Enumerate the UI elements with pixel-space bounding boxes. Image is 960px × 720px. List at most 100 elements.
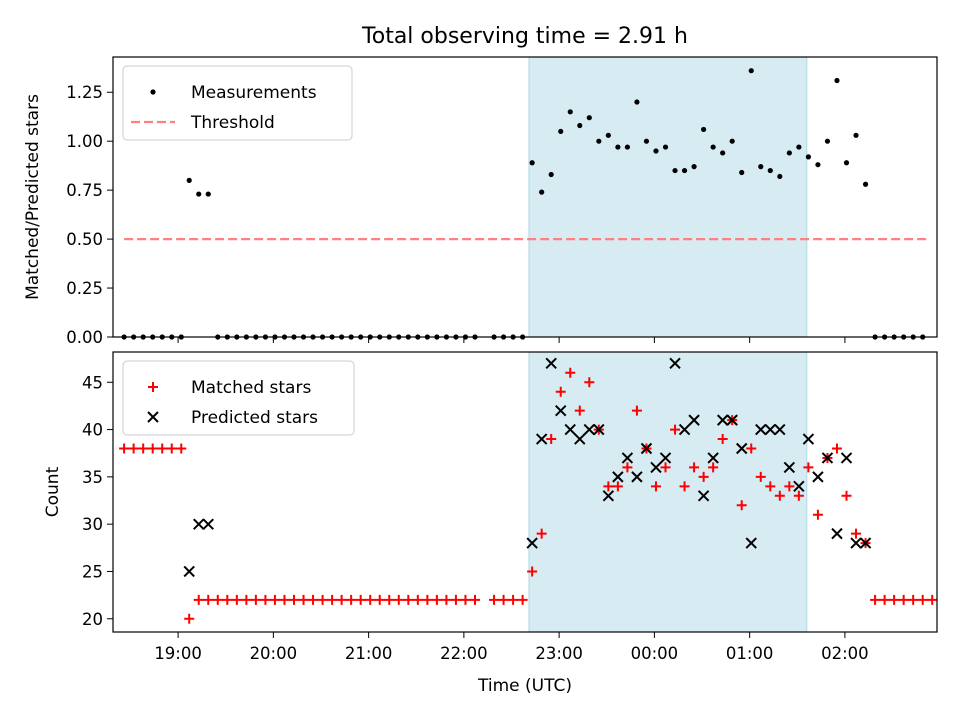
data-point bbox=[147, 443, 158, 454]
data-point bbox=[650, 461, 662, 474]
data-point bbox=[755, 471, 766, 482]
data-point bbox=[764, 423, 777, 436]
data-point bbox=[624, 144, 631, 150]
data-point bbox=[622, 462, 633, 473]
legend-label: Predicted stars bbox=[191, 408, 318, 428]
series-predicted-stars bbox=[183, 357, 872, 578]
x-tick-label: 21:00 bbox=[345, 644, 393, 663]
x-axis-label: Time (UTC) bbox=[477, 676, 572, 696]
data-point bbox=[298, 594, 309, 605]
data-point bbox=[669, 357, 681, 370]
y-tick-label: 35 bbox=[82, 468, 103, 487]
data-point bbox=[793, 480, 805, 493]
data-point bbox=[489, 594, 500, 605]
data-point bbox=[539, 189, 545, 195]
data-point bbox=[736, 442, 748, 455]
data-point bbox=[212, 594, 223, 605]
data-point bbox=[574, 433, 586, 445]
data-point bbox=[186, 177, 192, 183]
data-point bbox=[469, 594, 480, 605]
data-point bbox=[679, 481, 690, 492]
data-point bbox=[583, 423, 596, 436]
data-point bbox=[176, 443, 187, 454]
data-point bbox=[681, 167, 688, 174]
x-tick-label: 01:00 bbox=[726, 644, 774, 663]
data-point bbox=[612, 471, 624, 483]
y-tick-label: 1.00 bbox=[66, 132, 103, 151]
data-point bbox=[205, 191, 211, 197]
data-point bbox=[707, 452, 719, 464]
data-point bbox=[412, 594, 423, 605]
data-point bbox=[803, 462, 814, 473]
data-point bbox=[574, 405, 585, 416]
data-point bbox=[241, 594, 252, 605]
data-point bbox=[422, 594, 433, 605]
x-tick-label: 23:00 bbox=[535, 644, 583, 663]
data-point bbox=[697, 490, 710, 502]
top-panel-matched-predicted-ratio: 0.00 0.25 0.50 0.75 1.00 1.25 Matched/Predicte… bbox=[23, 56, 938, 347]
data-point bbox=[183, 565, 195, 578]
data-point bbox=[736, 500, 747, 511]
data-point bbox=[927, 594, 938, 605]
data-point bbox=[745, 537, 757, 549]
y-tick-label: 40 bbox=[82, 421, 103, 440]
observing-window-shade bbox=[528, 57, 807, 337]
y-tick-label: 25 bbox=[82, 562, 103, 581]
data-point bbox=[603, 481, 614, 492]
data-point bbox=[602, 490, 615, 502]
data-point bbox=[840, 452, 853, 464]
data-point bbox=[917, 594, 928, 605]
data-point bbox=[450, 594, 461, 605]
data-point bbox=[327, 594, 338, 605]
data-point bbox=[701, 126, 707, 133]
data-point bbox=[698, 471, 709, 482]
data-point bbox=[843, 160, 850, 166]
data-point bbox=[708, 462, 719, 473]
data-point bbox=[615, 144, 621, 150]
y-tick-label: 30 bbox=[82, 515, 103, 534]
y-tick-label: 20 bbox=[82, 610, 103, 629]
data-point bbox=[441, 594, 452, 605]
data-point bbox=[231, 594, 242, 605]
y-tick-label: 0.50 bbox=[66, 230, 103, 249]
legend-label: Matched stars bbox=[191, 378, 311, 398]
data-point bbox=[643, 138, 650, 144]
data-point bbox=[119, 443, 130, 454]
data-point bbox=[529, 160, 535, 166]
y-tick-label: 0.00 bbox=[66, 328, 103, 347]
data-point bbox=[879, 594, 890, 605]
series-measurements bbox=[121, 68, 926, 340]
data-point bbox=[834, 77, 840, 84]
data-point bbox=[824, 138, 831, 144]
data-point bbox=[631, 405, 642, 416]
data-point bbox=[831, 443, 842, 454]
data-point bbox=[250, 594, 261, 605]
data-point bbox=[765, 481, 776, 492]
data-point bbox=[688, 414, 700, 426]
data-point bbox=[831, 527, 843, 540]
data-point bbox=[166, 443, 177, 454]
data-point bbox=[621, 452, 634, 464]
data-point bbox=[805, 154, 811, 160]
data-point bbox=[859, 537, 872, 549]
data-point bbox=[716, 414, 729, 426]
data-point bbox=[460, 594, 471, 605]
data-point bbox=[279, 594, 290, 605]
data-point bbox=[802, 433, 815, 445]
data-point bbox=[660, 462, 671, 473]
data-point bbox=[815, 162, 821, 168]
data-point bbox=[678, 423, 691, 436]
legend: Measurements Threshold bbox=[122, 65, 353, 141]
data-point bbox=[577, 122, 583, 129]
data-point bbox=[898, 594, 909, 605]
data-point bbox=[138, 443, 149, 454]
y-tick-label: 1.25 bbox=[66, 83, 103, 102]
data-point bbox=[548, 171, 554, 178]
data-point bbox=[536, 528, 547, 539]
data-point bbox=[546, 434, 557, 445]
data-point bbox=[908, 594, 919, 605]
data-point bbox=[193, 518, 205, 530]
data-point bbox=[851, 528, 862, 539]
data-point bbox=[558, 128, 564, 135]
data-point bbox=[222, 594, 233, 605]
